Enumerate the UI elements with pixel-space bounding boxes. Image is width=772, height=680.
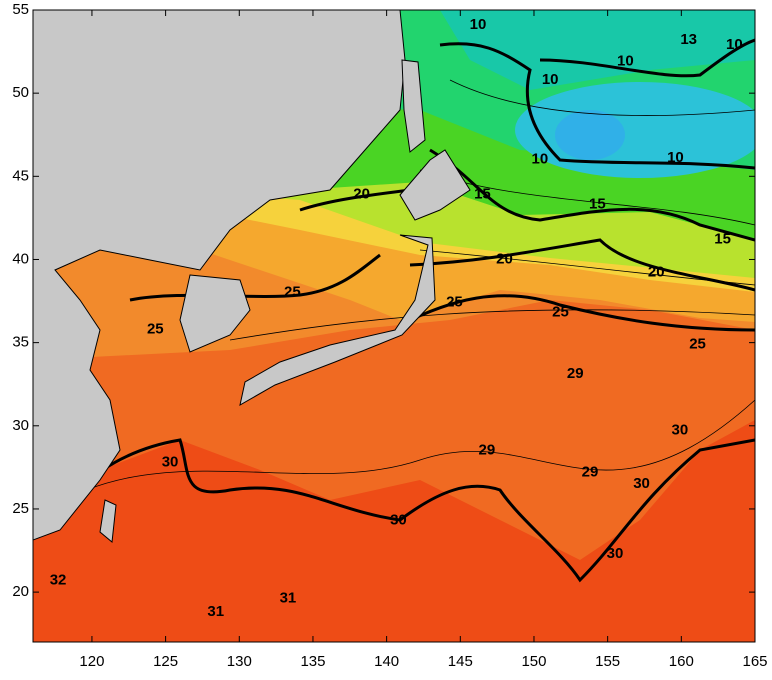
contour-label: 30	[390, 512, 407, 529]
zone-6	[555, 110, 625, 160]
map-area	[33, 10, 755, 642]
contour-label: 31	[280, 590, 297, 607]
contour-label: 31	[207, 603, 224, 620]
contour-label: 20	[496, 250, 513, 267]
y-tick-label: 55	[12, 1, 29, 18]
contour-label: 25	[552, 304, 569, 321]
land-korea	[179, 274, 251, 353]
contour-label: 29	[582, 463, 599, 480]
x-tick-label: 165	[742, 653, 767, 670]
contour-label: 30	[162, 453, 179, 470]
x-tick-label: 160	[669, 653, 694, 670]
contour-label: 29	[478, 442, 495, 459]
y-tick-label: 50	[12, 84, 29, 101]
x-tick-label: 145	[448, 653, 473, 670]
contour-line	[229, 309, 755, 341]
contour-label: 10	[667, 149, 684, 166]
isotherm-10	[539, 38, 755, 78]
isotherm-30	[38, 438, 755, 583]
contour-label: 29	[567, 365, 584, 382]
contour-label: 10	[470, 16, 487, 33]
contour-label: 15	[589, 196, 606, 213]
contour-label: 10	[726, 36, 743, 53]
land-asia	[33, 10, 406, 541]
x-tick-label: 125	[153, 653, 178, 670]
contour-label: 20	[648, 264, 665, 281]
y-tick-label: 20	[12, 583, 29, 600]
contour-line	[33, 399, 755, 521]
isotherm-15	[429, 148, 755, 242]
y-tick-label: 25	[12, 500, 29, 517]
contour-label: 20	[353, 186, 370, 203]
contour-label: 10	[617, 53, 634, 70]
x-tick-label: 140	[374, 653, 399, 670]
land-hokkaido	[399, 149, 471, 221]
contour-label: 30	[607, 545, 624, 562]
contour-label: 32	[50, 571, 67, 588]
contour-line	[449, 79, 755, 116]
y-tick-label: 30	[12, 417, 29, 434]
isotherm-10	[439, 42, 755, 170]
x-tick-label: 155	[595, 653, 620, 670]
x-tick-label: 130	[227, 653, 252, 670]
contour-label: 25	[284, 284, 301, 301]
zone-10	[440, 10, 755, 90]
y-tick-label: 40	[12, 250, 29, 267]
contour-label: 13	[680, 31, 697, 48]
isotherm-20	[409, 238, 755, 292]
contour-label: 30	[672, 422, 689, 439]
plot-frame	[32, 9, 756, 643]
land-japan	[239, 234, 436, 406]
isotherm-25	[129, 253, 381, 302]
land-sakhalin	[401, 59, 426, 153]
contour-label: 15	[474, 186, 491, 203]
y-tick-label: 35	[12, 334, 29, 351]
contour-label: 25	[147, 320, 164, 337]
contour-label: 10	[532, 151, 549, 168]
isotherm-20	[299, 188, 411, 212]
contour-label: 15	[714, 230, 731, 247]
contour-label: 25	[446, 294, 463, 311]
x-tick-label: 150	[521, 653, 546, 670]
contour-label: 25	[689, 335, 706, 352]
x-tick-label: 135	[300, 653, 325, 670]
y-tick-label: 45	[12, 167, 29, 184]
isotherm-25	[399, 294, 755, 332]
contour-label: 30	[633, 475, 650, 492]
contour-label: 10	[542, 71, 559, 88]
x-tick-label: 120	[79, 653, 104, 670]
land-taiwan	[99, 499, 117, 543]
